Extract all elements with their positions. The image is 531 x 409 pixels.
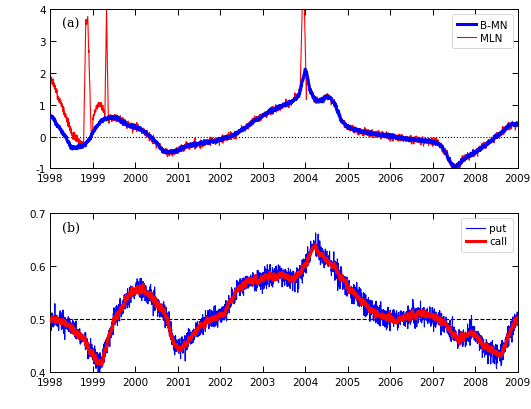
Text: (b): (b)	[62, 221, 80, 234]
Text: (a): (a)	[62, 18, 80, 31]
Legend: B-MN, MLN: B-MN, MLN	[452, 16, 512, 49]
Legend: put, call: put, call	[461, 219, 512, 252]
